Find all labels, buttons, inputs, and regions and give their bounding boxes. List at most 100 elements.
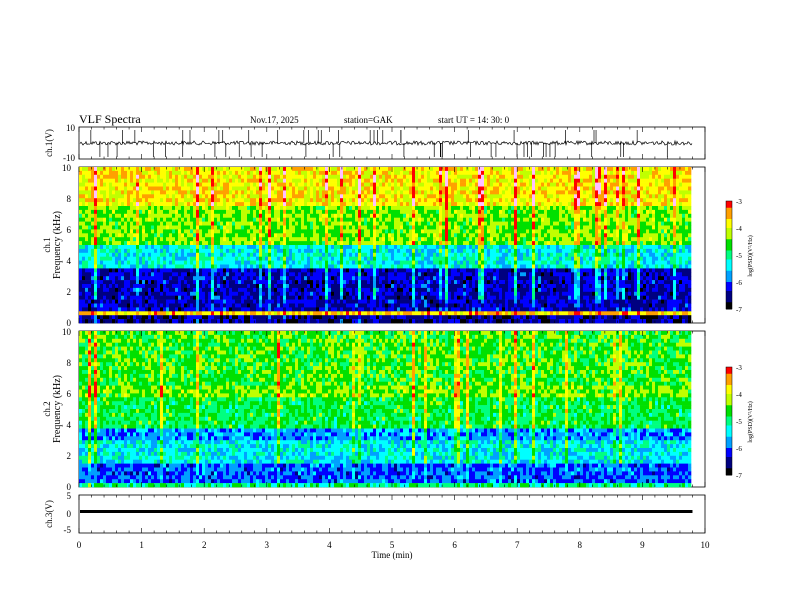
spectrogram-cell: [199, 311, 203, 316]
spectrogram-cell: [280, 194, 284, 199]
spectrogram-cell: [364, 194, 368, 199]
spectrogram-cell: [352, 209, 356, 215]
spectrogram-cell: [301, 291, 305, 296]
spectrogram-cell: [421, 291, 425, 296]
spectrogram-cell: [127, 202, 131, 207]
spectrogram-cell: [286, 303, 290, 308]
spectrogram-cell: [193, 280, 197, 285]
spectrogram-cell: [427, 287, 431, 293]
spectrogram-cell: [157, 299, 161, 304]
spectrogram-cell: [289, 260, 293, 265]
spectrogram-cell: [154, 213, 158, 218]
spectrogram-cell: [175, 284, 179, 289]
spectrogram-cell: [130, 280, 134, 285]
spectrogram-cell: [253, 287, 257, 293]
spectrogram-cell: [361, 299, 365, 304]
spectrogram-cell: [232, 245, 236, 250]
spectrogram-cell: [190, 252, 194, 257]
spectrogram-cell: [208, 213, 212, 218]
spectrogram-cell: [130, 182, 134, 187]
spectrogram-cell: [211, 206, 215, 211]
spectrogram-cell: [406, 276, 410, 281]
spectrogram-cell: [328, 307, 332, 312]
spectrogram-cell: [430, 276, 434, 281]
spectrogram-cell: [388, 206, 392, 211]
spectrogram-cell: [358, 221, 362, 226]
spectrogram-cell: [199, 229, 203, 234]
spectrogram-cell: [259, 186, 263, 191]
spectrogram-cell: [259, 194, 263, 199]
spectrogram-cell: [376, 299, 380, 304]
spectrogram-cell: [133, 237, 137, 242]
spectrogram-cell: [289, 245, 293, 250]
spectrogram-cell: [319, 315, 323, 320]
spectrogram-cell: [388, 202, 392, 207]
spectrogram-cell: [400, 287, 404, 293]
spectrogram-cell: [394, 221, 398, 226]
spectrogram-cell: [241, 209, 245, 215]
spectrogram-cell: [418, 241, 422, 246]
spectrogram-cell: [157, 233, 161, 238]
spectrogram-cell: [187, 194, 191, 199]
ch1-ytick-top: 10: [66, 123, 76, 133]
spectrogram-cell: [325, 182, 329, 187]
spectrogram-cell: [364, 186, 368, 191]
spectrogram-cell: [310, 303, 314, 308]
spectrogram-cell: [187, 190, 191, 195]
spectrogram-cell: [304, 225, 308, 230]
spectrogram-cell: [412, 245, 416, 250]
spectrogram-cell: [217, 190, 221, 195]
spectrogram-cell: [289, 206, 293, 211]
spectrogram-cell: [328, 280, 332, 285]
spectrogram-cell: [268, 213, 272, 218]
spectrogram-cell: [397, 245, 401, 250]
spectrogram-cell: [349, 213, 353, 218]
spectrogram-cell: [316, 303, 320, 308]
spectrogram-cell: [265, 241, 269, 246]
spectrogram-cell: [274, 174, 278, 179]
spectrogram-cell: [250, 194, 254, 199]
spectrogram-cell: [382, 299, 386, 304]
spectrogram-cell: [322, 268, 326, 273]
spectrogram-cell: [301, 252, 305, 257]
spectrogram-cell: [352, 190, 356, 195]
spectrogram-cell: [364, 280, 368, 285]
spectrogram-cell: [301, 174, 305, 179]
spectrogram-cell: [427, 167, 431, 172]
spectrogram-cell: [199, 319, 203, 324]
spectrogram-cell: [325, 225, 329, 230]
spectrogram-cell: [436, 307, 440, 312]
spectrogram-cell: [346, 252, 350, 257]
spectrogram-cell: [202, 295, 206, 300]
spectrogram-cell: [382, 202, 386, 207]
spectrogram-cell: [388, 170, 392, 176]
spectrogram-cell: [376, 268, 380, 273]
spectrogram-cell: [295, 221, 299, 226]
spectrogram-cell: [397, 287, 401, 293]
spectrogram-cell: [370, 202, 374, 207]
spectrogram-cell: [382, 252, 386, 257]
figure-title: VLF Spectra: [79, 112, 141, 126]
spectrogram-cell: [313, 237, 317, 242]
spectrogram-cell: [196, 260, 200, 265]
spectrogram-cell: [418, 167, 422, 172]
spectrogram-cell: [106, 194, 110, 199]
ch1-spectrogram-panel: 0 2 4 6 8 10 ch.1 Frequency (kHz) -3 -4 …: [42, 163, 754, 328]
spectrogram-cell: [178, 178, 182, 183]
spectrogram-cell: [370, 209, 374, 215]
spectrogram-cell: [430, 248, 434, 254]
spectrogram-cell: [439, 248, 443, 254]
spectrogram-cell: [373, 209, 377, 215]
spectrogram-cell: [265, 245, 269, 250]
spectrogram-cell: [229, 303, 233, 308]
spectrogram-cell: [316, 167, 320, 172]
spectrogram-cell: [391, 272, 395, 277]
spectrogram-cell: [193, 256, 197, 261]
spectrogram-cell: [286, 206, 290, 211]
spectrogram-cell: [181, 307, 185, 312]
spectrogram-cell: [88, 174, 92, 179]
spectrogram-cell: [373, 202, 377, 207]
spectrogram-cell: [220, 198, 224, 203]
spectrogram-cell: [100, 202, 104, 207]
spectrogram-cell: [184, 229, 188, 234]
